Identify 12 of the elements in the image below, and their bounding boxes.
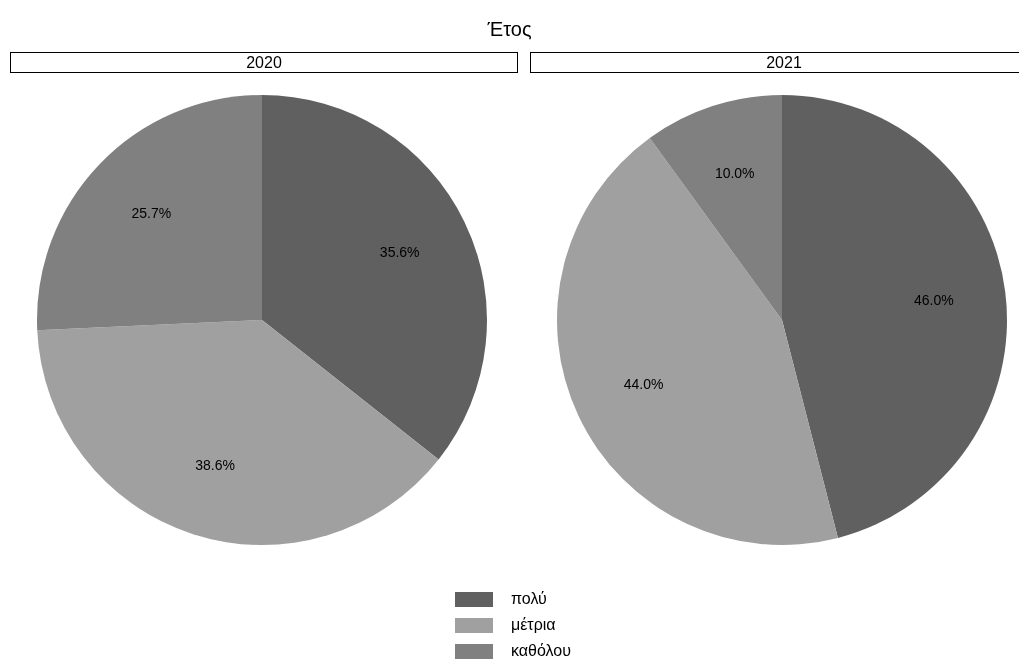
- slice-label: 2021: [530, 52, 1019, 73]
- data-label: 44.0%: [623, 376, 664, 392]
- data-label: 46.0%: [913, 291, 954, 308]
- legend-label: καθόλου: [511, 642, 571, 660]
- data-label: 25.7%: [131, 205, 172, 222]
- data-label: 10.0%: [714, 165, 755, 182]
- data-label: 38.6%: [195, 456, 235, 473]
- data-label: 35.6%: [379, 244, 420, 261]
- chart-title: Έτος: [486, 18, 533, 41]
- legend-label: μέτρια: [511, 616, 556, 634]
- legend-label: πολύ: [511, 590, 547, 608]
- slice-label: 2020: [10, 52, 518, 73]
